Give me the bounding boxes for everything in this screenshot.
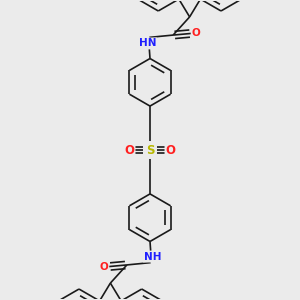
Text: O: O — [124, 143, 134, 157]
Text: O: O — [100, 262, 109, 272]
Text: S: S — [146, 143, 154, 157]
Text: O: O — [191, 28, 200, 38]
Text: HN: HN — [139, 38, 156, 48]
Text: NH: NH — [144, 252, 161, 262]
Text: O: O — [166, 143, 176, 157]
